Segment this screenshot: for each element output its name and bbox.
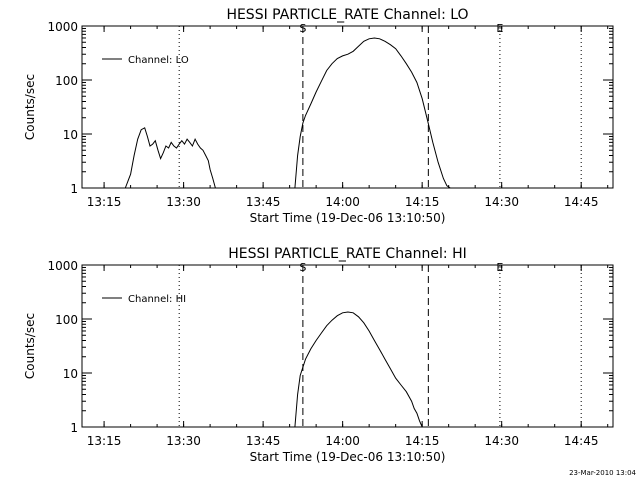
panel-1-ylabel: Counts/sec <box>23 74 37 140</box>
panel-2-xtick-label-4: 14:00 <box>325 434 360 448</box>
panel-1-xtick-label-2: 13:30 <box>166 195 201 209</box>
panel-1-axes-box <box>81 25 614 189</box>
panel-1-xtick-label-1: 13:15 <box>87 195 122 209</box>
panel-1-series-line-2 <box>294 37 451 189</box>
panel-2-xtick-label-5: 14:15 <box>405 434 440 448</box>
panel-1-marker-label-e: E <box>496 22 503 35</box>
panel-2-xtick-label-3: 13:45 <box>246 434 281 448</box>
panel-1-legend-label: Channel: LO <box>128 55 189 66</box>
panel-1-ytick-label-2: 10 <box>63 128 78 142</box>
footer-timestamp: 23-Mar-2010 13:04 <box>569 469 636 477</box>
panel-2-axes-box <box>81 264 614 428</box>
panel-2-ytick-label-4: 1000 <box>47 259 78 273</box>
panel-1-xlabel: Start Time (19-Dec-06 13:10:50) <box>250 211 446 225</box>
panel-1-xtick-label-3: 13:45 <box>246 195 281 209</box>
panel-1-marker-label-s: S <box>299 22 306 35</box>
panel-2-xtick-label-1: 13:15 <box>87 434 122 448</box>
panel-1-xtick-label-6: 14:30 <box>484 195 519 209</box>
panel-2-xtick-label-2: 13:30 <box>166 434 201 448</box>
panel-1-title: HESSI PARTICLE_RATE Channel: LO <box>226 7 468 23</box>
panel-1-xtick-label-5: 14:15 <box>405 195 440 209</box>
panel-2-ytick-label-2: 10 <box>63 367 78 381</box>
panel-2-title: HESSI PARTICLE_RATE Channel: HI <box>228 246 466 262</box>
panel-1-series-line-1 <box>120 127 221 189</box>
panel-2-ylabel: Counts/sec <box>23 313 37 379</box>
panel-2-xlabel: Start Time (19-Dec-06 13:10:50) <box>250 450 446 464</box>
panel-2-marker-label-e: E <box>496 261 503 274</box>
panel-1-ytick-label-3: 100 <box>55 74 78 88</box>
panel-1-ytick-label-1: 1 <box>70 182 78 196</box>
panel-2-ytick-label-3: 100 <box>55 313 78 327</box>
panel-2-legend-label: Channel: HI <box>128 294 186 305</box>
panel-1-xtick-label-4: 14:00 <box>325 195 360 209</box>
panel-1-ytick-label-4: 1000 <box>47 20 78 34</box>
panel-2-xtick-label-7: 14:45 <box>564 434 599 448</box>
panel-2-ytick-label-1: 1 <box>70 421 78 435</box>
panel-2-marker-label-s: S <box>299 261 306 274</box>
panel-2-xtick-label-6: 14:30 <box>484 434 519 448</box>
panel-2-series-line-1 <box>294 311 423 428</box>
panel-1-xtick-label-7: 14:45 <box>564 195 599 209</box>
